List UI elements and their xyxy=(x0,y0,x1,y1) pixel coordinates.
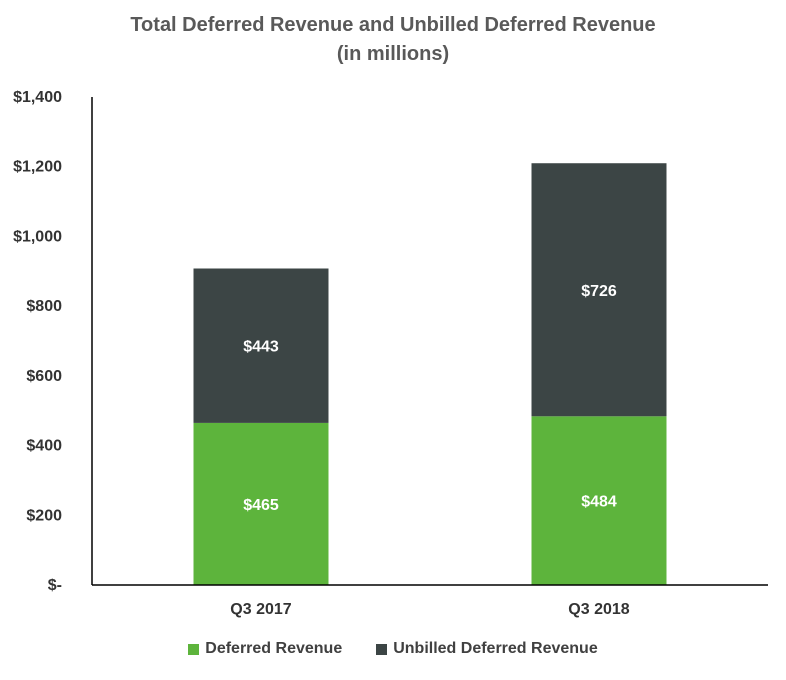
x-category-label: Q3 2017 xyxy=(230,601,291,618)
data-label: $726 xyxy=(581,283,617,300)
data-label: $443 xyxy=(243,339,279,356)
chart-title: Total Deferred Revenue and Unbilled Defe… xyxy=(130,14,656,36)
x-category-label: Q3 2018 xyxy=(568,601,629,618)
legend-swatch-unbilled-deferred-revenue xyxy=(376,643,388,655)
legend-item-unbilled-deferred-revenue: Unbilled Deferred Revenue xyxy=(376,640,598,658)
y-tick-label: $600 xyxy=(26,368,62,385)
y-tick-label: $800 xyxy=(26,298,62,315)
bar-segment-unbilled-deferred-revenue xyxy=(193,268,329,423)
legend-swatch-deferred-revenue xyxy=(188,643,200,655)
data-label: $484 xyxy=(581,494,617,511)
y-tick-label: $200 xyxy=(26,507,62,524)
bar-segment-deferred-revenue xyxy=(193,422,329,585)
y-tick-label: $- xyxy=(48,577,62,594)
legend-item-deferred-revenue: Deferred Revenue xyxy=(188,640,342,658)
chart-legend: Deferred Revenue Unbilled Deferred Reven… xyxy=(0,640,786,658)
y-tick-label: $1,000 xyxy=(13,228,62,245)
bar-segment-unbilled-deferred-revenue xyxy=(531,163,667,417)
y-tick-label: $1,200 xyxy=(13,159,62,176)
chart-subtitle: (in millions) xyxy=(336,43,450,65)
y-tick-label: $400 xyxy=(26,438,62,455)
data-label: $465 xyxy=(243,497,279,514)
legend-label-unbilled-deferred-revenue: Unbilled Deferred Revenue xyxy=(393,640,598,657)
legend-label-deferred-revenue: Deferred Revenue xyxy=(205,640,343,657)
y-tick-label: $1,400 xyxy=(13,89,62,106)
bar-segment-deferred-revenue xyxy=(531,416,667,585)
